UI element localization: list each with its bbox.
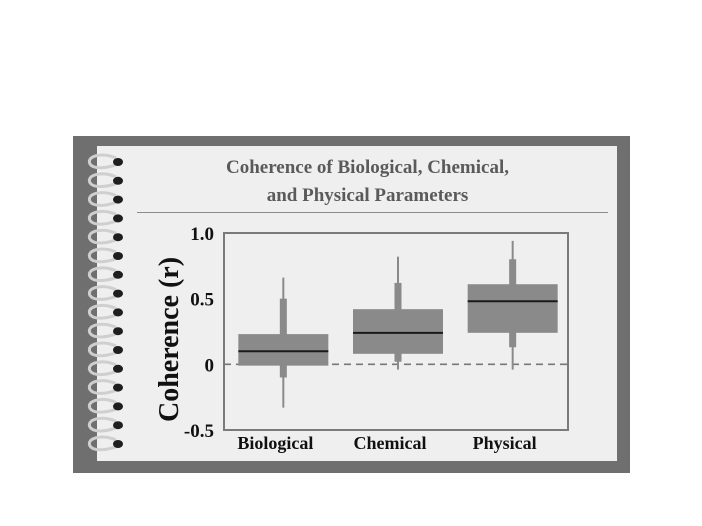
spiral-ring: [87, 416, 123, 433]
spiral-ring: [87, 360, 123, 377]
spiral-ring: [87, 435, 123, 452]
spiral-binding: [87, 153, 123, 452]
y-tick-label: -0.5: [184, 421, 214, 442]
spiral-ring: [87, 228, 123, 245]
x-category-label: Physical: [473, 433, 537, 453]
spiral-ring: [87, 379, 123, 395]
spiral-ring: [87, 153, 123, 170]
spiral-ring: [87, 210, 123, 226]
box-biological: [238, 334, 329, 366]
box-chemical: [353, 309, 443, 354]
spiral-ring: [87, 191, 123, 207]
spiral-ring: [87, 266, 123, 283]
title-divider: [137, 212, 608, 213]
y-tick-label: 0: [205, 355, 215, 376]
spiral-ring: [87, 304, 123, 320]
chart-title: Coherence of Biological, Chemical, and P…: [145, 154, 590, 210]
spiral-ring: [87, 247, 123, 264]
y-axis-title: Coherence (r): [154, 257, 185, 422]
spiral-ring: [87, 341, 123, 358]
spiral-ring: [87, 285, 123, 301]
x-category-label: Chemical: [354, 433, 427, 453]
y-tick-label: 0.5: [190, 290, 214, 311]
plot-area-frame: [223, 232, 569, 431]
y-tick-label: 1.0: [190, 224, 214, 245]
spiral-ring: [87, 172, 123, 189]
chart-title-line-2: and Physical Parameters: [266, 185, 469, 206]
chart-title-line-1: Coherence of Biological, Chemical,: [225, 157, 509, 178]
spiral-ring: [87, 398, 123, 414]
spiral-ring: [87, 322, 123, 339]
x-category-label: Biological: [237, 433, 313, 453]
box-physical: [467, 284, 558, 333]
